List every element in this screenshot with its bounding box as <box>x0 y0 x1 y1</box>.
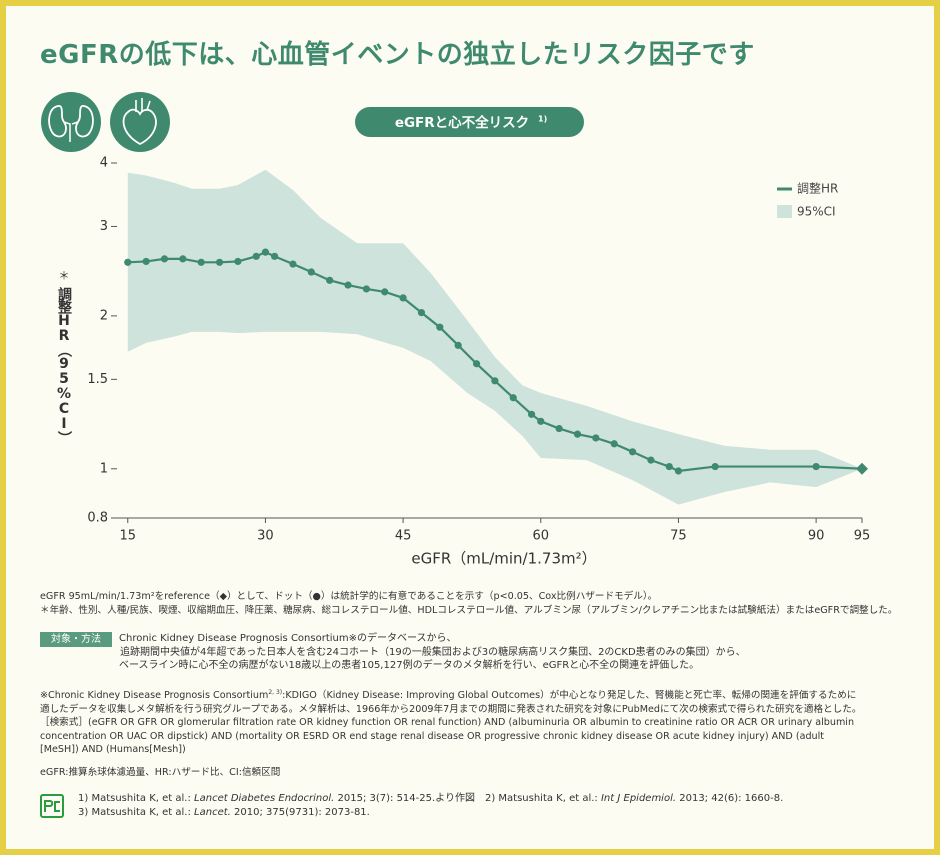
hr-dot <box>271 252 279 260</box>
reference-part: 2010; 375(9731): 2073-81. <box>230 806 370 818</box>
note: ＊年齢、性別、人種/民族、喫煙、収縮期血圧、降圧薬、糖尿病、総コレステロール値、… <box>40 604 898 616</box>
x-tick-label: 45 <box>395 529 412 544</box>
hr-dot <box>344 281 352 289</box>
consortium-lead: ※Chronic Kidney Disease Prognosis Consor… <box>40 690 269 702</box>
hr-dot <box>592 434 600 442</box>
hr-dot <box>417 309 426 317</box>
hr-dot <box>665 462 673 471</box>
consortium-ref: 2, 3) <box>268 689 283 696</box>
hr-dot <box>326 276 334 284</box>
hr-dot <box>537 417 545 425</box>
reference: 1) Matsushita K, et al.: Lancet Diabetes… <box>78 792 783 806</box>
hr-dot <box>812 462 820 471</box>
reference: 3) Matsushita K, et al.: Lancet. 2010; 3… <box>78 806 783 820</box>
method-line: Chronic Kidney Disease Prognosis Consort… <box>119 633 457 644</box>
y-tick-label: 1 <box>100 461 108 476</box>
reference-part: 2013; 42(6): 1660-8. <box>676 793 784 804</box>
x-tick-label: 15 <box>119 529 136 544</box>
hr-dot <box>610 440 618 448</box>
method-line: ベースライン時に心不全の病歴がない18歳以上の患者105,127例のデータのメタ… <box>119 660 700 671</box>
method-line: 追跡期間中央値が4年超であった日本人を含む24コホート（19の一般集団および3の… <box>120 646 746 658</box>
consortium-line: ［検索式］(eGFR OR GFR OR glomerular filtrati… <box>40 717 855 729</box>
hr-dot <box>261 248 270 256</box>
hr-dot <box>454 341 462 349</box>
chart-title-ref: 1) <box>538 115 547 124</box>
y-tick-label: 1.5 <box>87 372 108 387</box>
hr-dot <box>160 255 169 263</box>
legend-swatch <box>777 205 792 218</box>
consortium-line: concentration OR UAC OR dipstick) AND (m… <box>40 730 825 742</box>
chart-title-badge <box>355 107 584 137</box>
consortium-line: :KDIGO（Kidney Disease: Improving Global … <box>282 690 857 702</box>
x-tick-label: 95 <box>854 529 871 544</box>
x-tick-label: 75 <box>670 529 687 544</box>
hr-dot <box>647 456 655 464</box>
notes: eGFR 95mL/min/1.73m²をreference（◆）として、ドット… <box>40 590 897 617</box>
hr-dot <box>527 410 536 418</box>
page-title: eGFRの低下は、心血管イベントの独立したリスク因子です <box>40 40 755 70</box>
hr-dot <box>573 430 582 438</box>
hr-dot <box>509 394 517 402</box>
chart-title: eGFRと心不全リスク <box>395 114 529 131</box>
y-tick-label: 0.8 <box>87 511 108 526</box>
chart: eGFRと心不全リスク 1) 15 30 45 60 75 90 95 0.8 1 1.5 2 3 4 e… <box>41 92 871 568</box>
hr-dot <box>555 424 563 433</box>
method-label: 対象・方法 <box>40 632 112 647</box>
consortium-line: 適したデータを収集しメタ解析を行う研究グループである。メタ解析は、1966年から… <box>40 703 862 715</box>
hr-dot <box>142 257 150 266</box>
method-text: Chronic Kidney Disease Prognosis Consort… <box>119 632 746 673</box>
reference-part: 3) Matsushita K, et al.: <box>78 806 195 818</box>
reference-part: 1) Matsushita K, et al.: <box>78 793 195 804</box>
reference-diamond <box>856 462 868 475</box>
hr-dot <box>472 360 481 368</box>
pc-logo <box>40 794 64 818</box>
hr-dot <box>307 268 315 276</box>
hr-dot <box>215 258 224 266</box>
hr-dot <box>179 255 187 263</box>
legend-label: 95%CI <box>797 205 836 219</box>
hr-dot <box>289 260 297 268</box>
y-tick-label: 3 <box>100 219 108 234</box>
reference-part: Lancet. <box>194 806 231 818</box>
x-tick-label: 30 <box>257 529 274 544</box>
y-tick-label: 4 <box>100 156 108 171</box>
y-axis-label-mark: ＊ <box>59 269 70 282</box>
hr-dot <box>436 323 444 331</box>
hr-dot <box>628 448 637 456</box>
legend-label: 調整HR <box>797 181 838 196</box>
reference-part: Lancet Diabetes Endocrinol. <box>194 793 335 804</box>
x-tick-label: 60 <box>532 529 549 544</box>
x-tick-label: 90 <box>808 529 825 544</box>
hr-dot <box>399 294 407 302</box>
hr-dot <box>197 258 205 266</box>
heart-icon <box>110 92 170 152</box>
consortium-line: [MeSH]) AND (Humans[Mesh]) <box>40 744 186 756</box>
hr-dot <box>252 252 260 260</box>
hr-dot <box>124 258 132 266</box>
hr-dot <box>381 288 389 296</box>
reference-part: Int J Epidemiol. <box>600 793 677 804</box>
note: eGFR 95mL/min/1.73m²をreference（◆）として、ドット… <box>40 591 658 602</box>
references: 1) Matsushita K, et al.: Lancet Diabetes… <box>78 792 783 819</box>
y-tick-label: 2 <box>100 308 108 323</box>
hr-dot <box>674 467 683 475</box>
consortium: ※Chronic Kidney Disease Prognosis Consor… <box>40 686 861 757</box>
abbreviations: eGFR:推算糸球体濾過量、HR:ハザード比、CI:信頼区間 <box>40 767 281 778</box>
ci-band <box>127 169 863 505</box>
kidney-icon <box>41 92 101 152</box>
hr-dot <box>491 377 499 385</box>
hr-dot <box>362 285 370 293</box>
y-axis-label: 調整HR（95%CI） <box>56 286 73 444</box>
reference-part: 2015; 3(7): 514-25.より作図 2) Matsushita K,… <box>334 793 601 804</box>
x-axis-label: eGFR（mL/min/1.73m²） <box>411 550 596 568</box>
hr-dot <box>711 462 719 471</box>
hr-dot <box>234 257 242 266</box>
